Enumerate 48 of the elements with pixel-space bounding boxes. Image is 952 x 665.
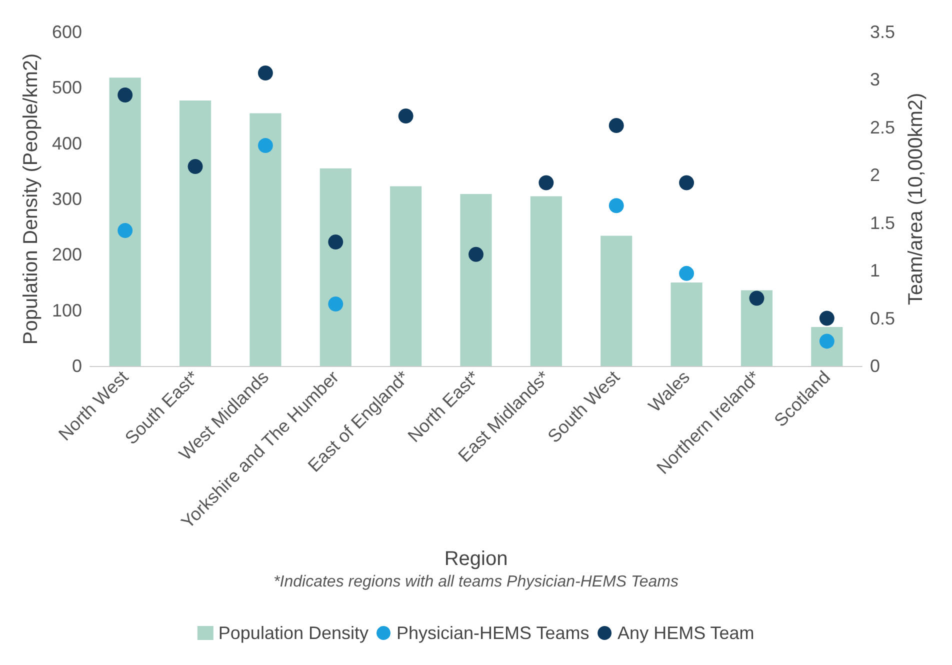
y2-tick-label: 1.5 [870, 212, 896, 233]
legend-label: Population Density [218, 623, 369, 643]
y-tick-label: 300 [52, 189, 82, 209]
bar [530, 196, 562, 366]
point [819, 310, 834, 326]
point [608, 198, 624, 214]
y-tick-label: 400 [52, 133, 82, 154]
text: *Indicates regions with all teams Physician-HEMS Teams [274, 574, 678, 590]
y2-tick-label: 2 [870, 165, 880, 186]
legend-label: Any HEMS Team [618, 623, 754, 643]
bar [390, 186, 422, 366]
point [749, 290, 764, 306]
point [258, 138, 273, 154]
point [328, 234, 344, 250]
point [679, 266, 694, 281]
y-tick-label: 500 [52, 78, 82, 98]
point [538, 175, 554, 190]
y2-tick-label: 1 [870, 260, 880, 281]
point [608, 118, 624, 134]
y-tick-label: 200 [52, 244, 82, 265]
point [398, 108, 414, 124]
y2-tick-label: 3 [870, 70, 880, 90]
point [328, 296, 344, 312]
legend-label: Physician-HEMS Teams [396, 623, 590, 643]
bar [670, 282, 702, 366]
y-tick-label: 100 [52, 300, 82, 320]
bar [179, 100, 212, 366]
point [118, 87, 133, 102]
point [679, 175, 694, 190]
bar [250, 113, 282, 366]
y2-tick-label: 2.5 [870, 117, 896, 138]
y-tick-label: 0 [72, 356, 82, 376]
bar [109, 78, 141, 366]
bar [600, 236, 632, 366]
point [118, 222, 133, 238]
y-axis-title: Population Density (People/km2) [20, 53, 42, 345]
y2-tick-label: 0.5 [870, 308, 896, 328]
y2-axis-title: Team/area (10,000km2) [904, 92, 927, 306]
x-axis-title: Region [444, 548, 508, 570]
point [258, 66, 273, 81]
y2-tick-label: 0 [870, 356, 880, 376]
point [188, 159, 203, 174]
y-tick-label: 600 [52, 22, 82, 42]
bar [460, 194, 492, 366]
y2-tick-label: 3.5 [870, 22, 896, 42]
bar [320, 168, 352, 366]
point [468, 246, 484, 262]
bar [740, 290, 773, 366]
